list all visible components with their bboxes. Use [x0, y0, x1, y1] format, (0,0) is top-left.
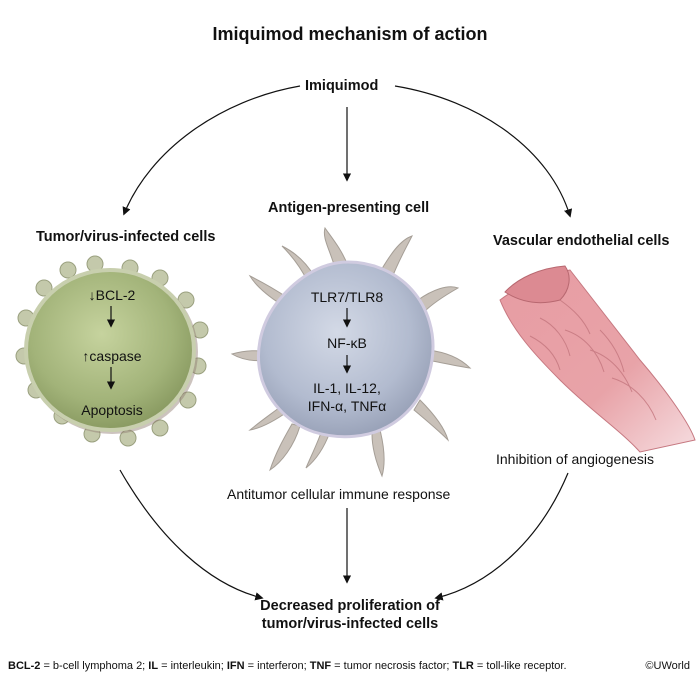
tumor-cell-illustration — [15, 255, 209, 447]
apc-step-2: NF-κB — [327, 335, 367, 351]
outcome-line1: Decreased proliferation of — [260, 598, 440, 614]
tumor-cells-heading: Tumor/virus-infected cells — [36, 229, 216, 245]
footer-abbr: TLR — [452, 660, 474, 672]
tumor-step-3: Apoptosis — [81, 402, 143, 418]
footer-def: = interferon; — [244, 660, 310, 672]
footer-abbr: IL — [148, 660, 159, 672]
apc-step-1: TLR7/TLR8 — [310, 289, 384, 305]
apc-cytokines-line1: IL-1, IL-12, — [313, 380, 381, 396]
arrow-imiquimod-to-tumor — [122, 85, 301, 216]
footer-def: = b-cell lymphoma 2; — [40, 660, 149, 672]
apc-heading: Antigen-presenting cell — [268, 200, 430, 216]
outcome-line2: tumor/virus-infected cells — [261, 616, 439, 632]
apc-caption: Antitumor cellular immune response — [227, 486, 451, 502]
imiquimod-label: Imiquimod — [305, 78, 379, 94]
vessel-illustration — [499, 265, 696, 453]
tumor-step-2: ↑caspase — [82, 348, 142, 364]
footer-def: = toll-like receptor. — [473, 660, 567, 672]
apc-cell-illustration — [230, 226, 472, 478]
footer-def: = tumor necrosis factor; — [331, 660, 453, 672]
abbreviation-footer: BCL-2 = b-cell lymphoma 2; IL = interleu… — [8, 660, 567, 672]
arrow-vessel-to-outcome — [434, 472, 569, 601]
vessel-caption: Inhibition of angiogenesis — [496, 451, 655, 467]
footer-def: = interleukin; — [158, 660, 227, 672]
apc-cytokines-line2: IFN-α, TNFα — [307, 398, 387, 414]
endothelial-heading: Vascular endothelial cells — [493, 233, 670, 249]
footer-abbr: BCL-2 — [8, 660, 41, 672]
footer-abbr: TNF — [309, 660, 332, 672]
diagram-title: Imiquimod mechanism of action — [212, 24, 488, 44]
arrow-tumor-to-outcome — [119, 469, 264, 601]
apc-cell-body — [256, 260, 435, 439]
tumor-step-1: ↓BCL-2 — [88, 287, 136, 303]
footer-abbr: IFN — [226, 660, 245, 672]
arrow-imiquimod-to-vessel — [394, 85, 573, 218]
copyright-label: ©UWorld — [645, 660, 690, 672]
